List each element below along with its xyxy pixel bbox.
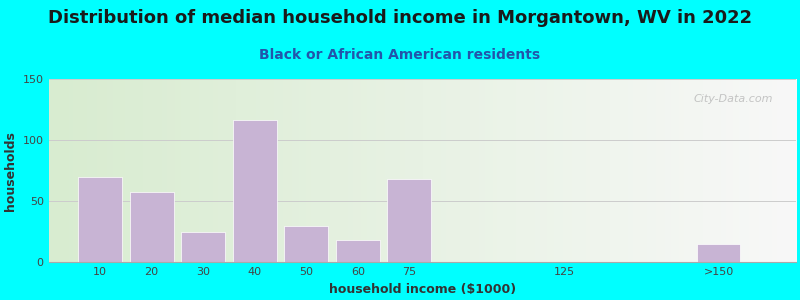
Bar [78, 177, 122, 262]
X-axis label: household income ($1000): household income ($1000) [329, 283, 516, 296]
Bar [130, 192, 174, 262]
Bar [336, 240, 380, 262]
Bar [387, 179, 431, 262]
Bar [182, 232, 225, 262]
Y-axis label: households: households [4, 131, 17, 211]
Bar [697, 244, 741, 262]
Text: City-Data.com: City-Data.com [694, 94, 774, 104]
Bar [284, 226, 328, 262]
Text: Distribution of median household income in Morgantown, WV in 2022: Distribution of median household income … [48, 9, 752, 27]
Text: Black or African American residents: Black or African American residents [259, 48, 541, 62]
Bar [233, 120, 277, 262]
